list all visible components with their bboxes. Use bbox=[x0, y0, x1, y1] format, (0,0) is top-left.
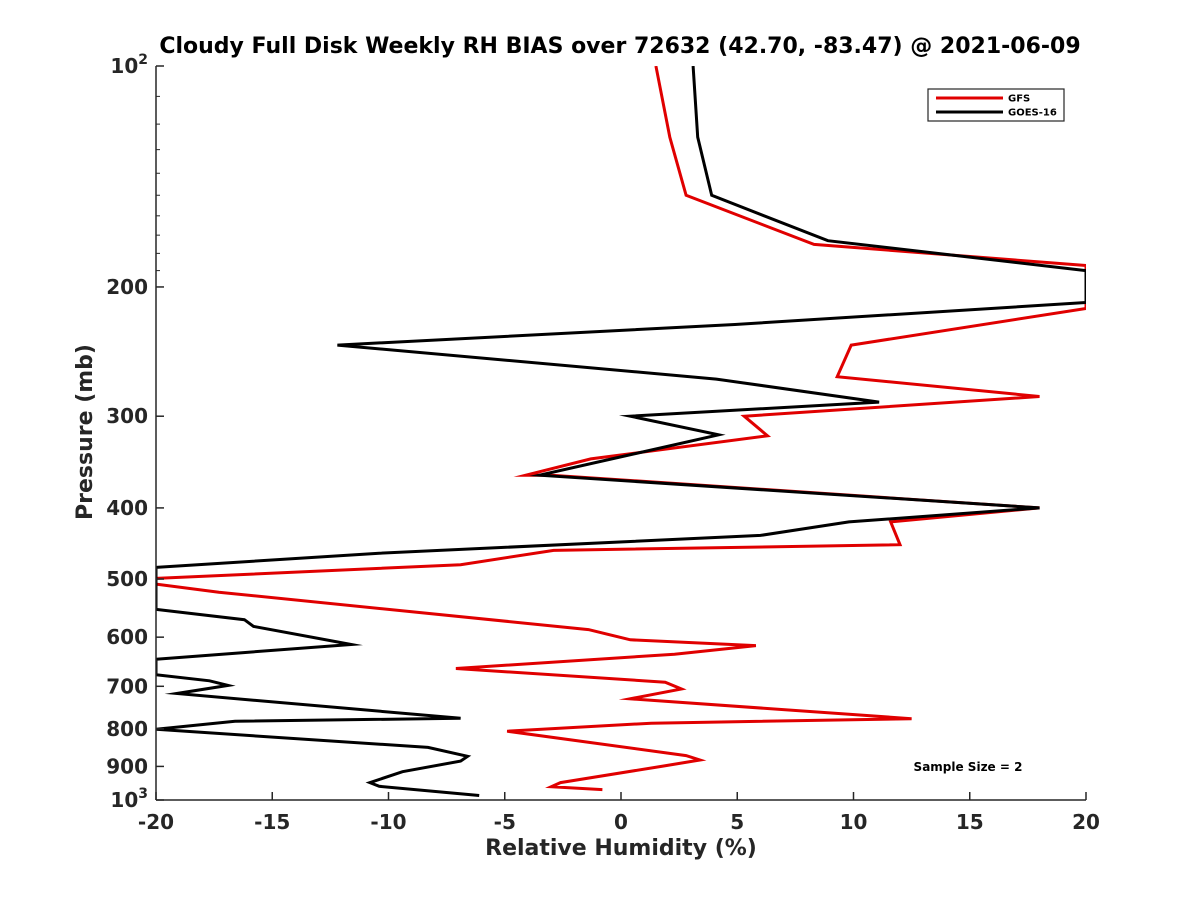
y-axis-label: Pressure (mb) bbox=[73, 344, 98, 520]
x-tick-label: -15 bbox=[254, 810, 290, 834]
x-tick-label: 20 bbox=[1072, 810, 1100, 834]
y-tick-label: 500 bbox=[106, 567, 148, 591]
x-axis-label: Relative Humidity (%) bbox=[485, 836, 757, 861]
x-tick-label: -10 bbox=[370, 810, 406, 834]
x-tick-label: -20 bbox=[138, 810, 174, 834]
y-tick-label: 700 bbox=[106, 674, 148, 698]
y-tick-label: 300 bbox=[106, 404, 148, 428]
y-tick-label: 400 bbox=[106, 496, 148, 520]
legend: GFS GOES-16 bbox=[928, 89, 1064, 121]
chart-title: Cloudy Full Disk Weekly RH BIAS over 726… bbox=[159, 34, 1080, 59]
sample-size-annotation: Sample Size = 2 bbox=[914, 760, 1023, 774]
x-tick-label: 10 bbox=[840, 810, 868, 834]
y-tick-label: 600 bbox=[106, 625, 148, 649]
legend-label: GFS bbox=[1008, 94, 1030, 105]
y-tick-label: 200 bbox=[106, 275, 148, 299]
x-tick-label: -5 bbox=[494, 810, 516, 834]
y-tick-label: 800 bbox=[106, 717, 148, 741]
x-tick-label: 5 bbox=[730, 810, 744, 834]
y-tick-label: 900 bbox=[106, 754, 148, 778]
x-tick-label: 0 bbox=[614, 810, 628, 834]
x-tick-label: 15 bbox=[956, 810, 984, 834]
rh-bias-chart: Cloudy Full Disk Weekly RH BIAS over 726… bbox=[0, 0, 1200, 900]
legend-label: GOES-16 bbox=[1008, 108, 1057, 119]
